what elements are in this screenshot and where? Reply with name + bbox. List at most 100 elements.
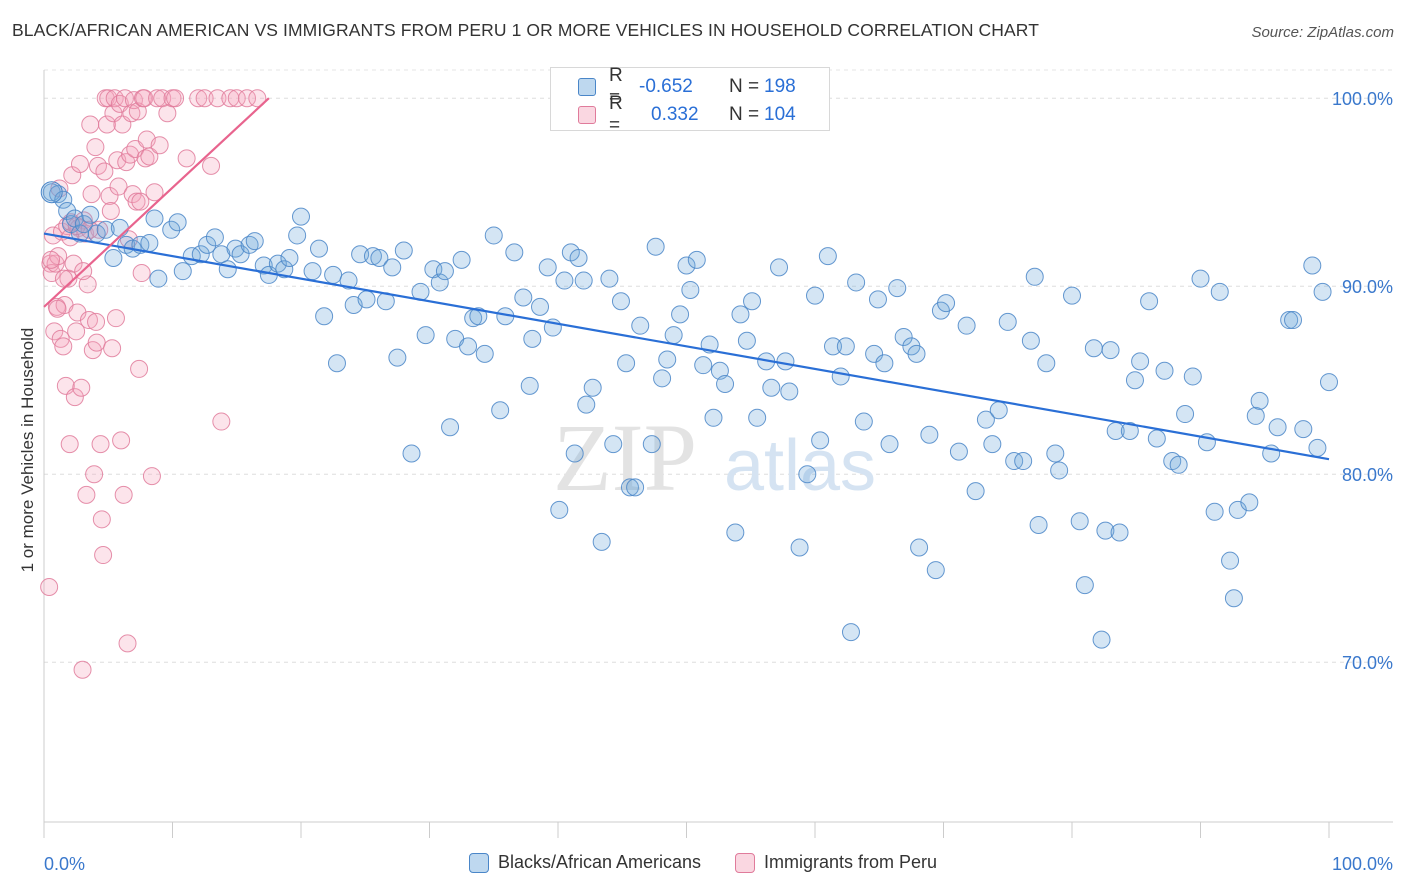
data-point xyxy=(776,352,795,371)
data-point xyxy=(1050,461,1069,480)
data-point xyxy=(189,89,208,108)
data-point xyxy=(74,215,93,234)
data-point xyxy=(363,247,382,266)
data-point xyxy=(202,156,221,175)
data-point xyxy=(1224,589,1243,608)
data-point xyxy=(770,258,789,277)
data-point xyxy=(687,250,706,269)
legend-row-black: R = -0.652 N = 198 xyxy=(551,65,796,108)
data-point xyxy=(1250,391,1269,410)
data-point xyxy=(611,292,630,311)
data-point xyxy=(1240,493,1259,512)
data-point xyxy=(60,435,79,454)
data-point xyxy=(109,177,128,196)
data-point xyxy=(191,245,210,264)
data-point xyxy=(875,354,894,373)
data-point xyxy=(716,374,735,393)
data-point xyxy=(704,408,723,427)
data-point xyxy=(1147,429,1166,448)
data-point xyxy=(416,326,435,345)
data-point xyxy=(145,209,164,228)
data-point xyxy=(983,435,1002,454)
data-point xyxy=(231,245,250,264)
data-point xyxy=(227,89,246,108)
data-point xyxy=(309,239,328,258)
data-point xyxy=(865,344,884,363)
data-point xyxy=(162,220,181,239)
y-tick-label: 70.0% xyxy=(1342,653,1393,673)
data-point xyxy=(868,290,887,309)
data-point xyxy=(72,378,91,397)
trend-line xyxy=(43,97,270,308)
data-point xyxy=(1210,282,1229,301)
watermark: ZIP atlas xyxy=(553,404,876,511)
data-point xyxy=(998,312,1017,331)
data-point xyxy=(91,435,110,454)
data-point xyxy=(130,359,149,378)
data-point xyxy=(671,305,690,324)
data-point xyxy=(121,145,140,164)
data-point xyxy=(339,271,358,290)
data-point xyxy=(51,329,70,348)
peru-series xyxy=(40,89,267,679)
data-point xyxy=(1014,452,1033,471)
data-point xyxy=(748,408,767,427)
data-point xyxy=(150,136,169,155)
data-point xyxy=(617,354,636,373)
data-point xyxy=(140,147,159,166)
watermark-zip: ZIP xyxy=(553,404,697,511)
data-point xyxy=(798,465,817,484)
data-point xyxy=(1096,521,1115,540)
data-point xyxy=(577,395,596,414)
data-point xyxy=(149,269,168,288)
data-point xyxy=(86,138,105,157)
data-point xyxy=(823,337,842,356)
data-point xyxy=(1268,418,1287,437)
data-point xyxy=(218,260,237,279)
data-point xyxy=(1280,311,1299,330)
data-point xyxy=(226,239,245,258)
data-point xyxy=(114,485,133,504)
data-point xyxy=(148,89,167,108)
data-point xyxy=(100,186,119,205)
data-point xyxy=(841,623,860,642)
data-point xyxy=(888,279,907,298)
trend-line xyxy=(43,232,1330,461)
data-point xyxy=(79,311,98,330)
blue-swatch-icon xyxy=(578,78,596,96)
data-point xyxy=(70,155,89,173)
data-point xyxy=(115,89,134,108)
data-point xyxy=(97,115,116,134)
data-point xyxy=(1246,406,1265,425)
data-point xyxy=(87,312,106,331)
data-point xyxy=(205,228,224,247)
data-point xyxy=(81,205,100,224)
data-point xyxy=(790,538,809,557)
data-point xyxy=(694,356,713,375)
x-tick-label: 0.0% xyxy=(44,854,85,874)
data-point xyxy=(1021,331,1040,350)
data-point xyxy=(112,431,131,450)
data-point xyxy=(880,435,899,454)
n-value: 104 xyxy=(764,104,796,125)
trend-lines xyxy=(43,97,1330,461)
r-label: R = xyxy=(609,65,623,108)
data-point xyxy=(949,442,968,461)
data-point xyxy=(48,299,67,318)
data-point xyxy=(106,309,125,328)
data-point xyxy=(1110,523,1129,542)
legend-row-peru: R = 0.332 N = 104 xyxy=(551,93,796,136)
data-point xyxy=(101,202,120,220)
r-value: -0.652 xyxy=(639,76,693,97)
data-point xyxy=(1140,292,1159,311)
data-point xyxy=(806,286,824,305)
data-point xyxy=(1025,267,1044,286)
data-point xyxy=(95,162,114,181)
data-point xyxy=(81,115,100,134)
blue-swatch-icon xyxy=(468,852,489,873)
data-point xyxy=(1320,373,1338,392)
data-point xyxy=(604,435,623,454)
data-point xyxy=(600,269,619,288)
data-point xyxy=(212,245,231,264)
